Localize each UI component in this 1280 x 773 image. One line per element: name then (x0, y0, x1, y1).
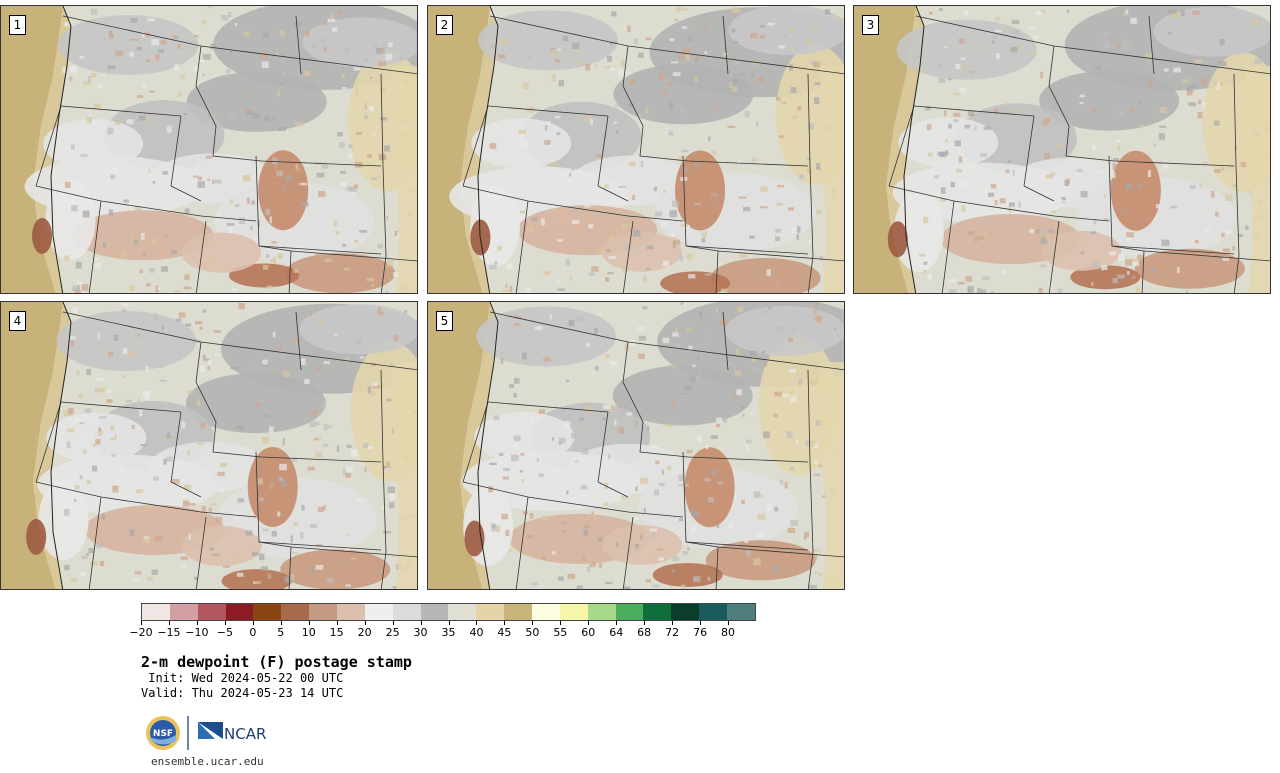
dewpoint-map-graphic (428, 6, 844, 293)
colorbar-tick (672, 621, 674, 625)
colorbar-tick (224, 621, 226, 625)
colorbar-tick-label: 10 (301, 626, 316, 639)
colorbar-swatch (671, 604, 700, 620)
nsf-logo-text: NSF (153, 729, 173, 739)
dewpoint-map-graphic (1, 6, 417, 293)
colorbar-swatch (587, 604, 616, 620)
colorbar-tick-label: 5 (277, 626, 285, 639)
colorbar-tick-label: 55 (553, 626, 568, 639)
colorbar-tick-label: −20 (129, 626, 153, 639)
colorbar-tick-label: 40 (469, 626, 484, 639)
dewpoint-map-graphic (854, 6, 1270, 293)
colorbar-swatch (532, 604, 560, 620)
colorbar-tick-label: 30 (413, 626, 428, 639)
valid-time: Valid: Thu 2024-05-23 14 UTC (141, 686, 344, 700)
figure-title: 2-m dewpoint (F) postage stamp (141, 653, 412, 671)
ensemble-member-map-1: 1 (0, 5, 418, 294)
colorbar-tick (504, 621, 506, 625)
colorbar-ticks: −20 −15 −10 −5 0 5 10 15 20 25 30 35 40 45 50 55 60 64 68 7… (129, 621, 756, 641)
colorbar-tick-label: 0 (249, 626, 257, 639)
colorbar-swatch (142, 604, 170, 620)
colorbar-swatch (727, 604, 755, 620)
colorbar-swatch (448, 604, 477, 620)
colorbar-tick-label: −10 (185, 626, 209, 639)
colorbar-tick (616, 621, 618, 625)
colorbar-tick (532, 621, 534, 625)
member-number-label: 3 (862, 15, 879, 35)
colorbar-tick (141, 621, 142, 625)
colorbar-tick (196, 621, 198, 625)
colorbar-tick-label: 15 (329, 626, 344, 639)
colorbar-tick (252, 621, 254, 625)
ensemble-member-map-5: 5 (427, 301, 845, 590)
colorbar-tick (364, 621, 366, 625)
colorbar-swatch (643, 604, 672, 620)
site-url: ensemble.ucar.edu (151, 755, 264, 768)
ensemble-member-map-2: 2 (427, 5, 845, 294)
member-number-label: 1 (9, 15, 26, 35)
colorbar-swatch (420, 604, 449, 620)
member-number-label: 2 (436, 15, 453, 35)
member-number-label: 5 (436, 311, 453, 331)
colorbar-tick-label: 60 (581, 626, 596, 639)
ensemble-member-map-4: 4 (0, 301, 418, 590)
colorbar-tick (308, 621, 310, 625)
colorbar-tick (560, 621, 562, 625)
colorbar-tick-label: 80 (721, 626, 736, 639)
colorbar-swatch (337, 604, 365, 620)
colorbar-tick-label: 25 (385, 626, 400, 639)
colorbar-tick (392, 621, 394, 625)
colorbar-swatch (615, 604, 644, 620)
colorbar-tick-label: 50 (525, 626, 540, 639)
colorbar-tick-label: 72 (665, 626, 680, 639)
colorbar-tick-label: 76 (693, 626, 708, 639)
colorbar-tick-label: 45 (497, 626, 512, 639)
logos: NSF NCAR (145, 713, 275, 753)
colorbar-swatch (225, 604, 254, 620)
colorbar-swatch (169, 604, 198, 620)
colorbar-tick (168, 621, 170, 625)
colorbar-swatch (253, 604, 282, 620)
colorbar-swatch (281, 604, 310, 620)
colorbar-tick (728, 621, 730, 625)
colorbar-swatch (559, 604, 588, 620)
colorbar-tick-label: 64 (609, 626, 624, 639)
colorbar-swatch (197, 604, 226, 620)
ncar-logo-text: NCAR (224, 725, 266, 743)
member-number-label: 4 (9, 311, 26, 331)
colorbar-tick (280, 621, 282, 625)
ensemble-member-map-3: 3 (853, 5, 1271, 294)
ncar-logo-icon: NCAR (198, 722, 266, 743)
colorbar-swatch (309, 604, 338, 620)
dewpoint-map-graphic (1, 302, 417, 589)
colorbar-tick (448, 621, 450, 625)
nsf-logo-icon: NSF (146, 716, 180, 750)
colorbar-tick (700, 621, 702, 625)
colorbar-tick-label: −5 (216, 626, 233, 639)
colorbar-tick (588, 621, 590, 625)
colorbar-swatch (392, 604, 421, 620)
colorbar-tick-label: 35 (441, 626, 456, 639)
colorbar-tick (644, 621, 646, 625)
colorbar-tick-label: 20 (357, 626, 372, 639)
colorbar-swatch (504, 604, 533, 620)
colorbar-swatch (476, 604, 505, 620)
dewpoint-colorbar (141, 603, 756, 621)
colorbar-tick (420, 621, 422, 625)
colorbar-tick-label: −15 (157, 626, 181, 639)
init-time: Init: Wed 2024-05-22 00 UTC (141, 671, 344, 685)
colorbar-swatch (699, 604, 728, 620)
dewpoint-map-graphic (428, 302, 844, 589)
colorbar-swatch (364, 604, 393, 620)
colorbar-tick (336, 621, 338, 625)
colorbar-tick-label: 68 (637, 626, 652, 639)
colorbar-tick (476, 621, 478, 625)
